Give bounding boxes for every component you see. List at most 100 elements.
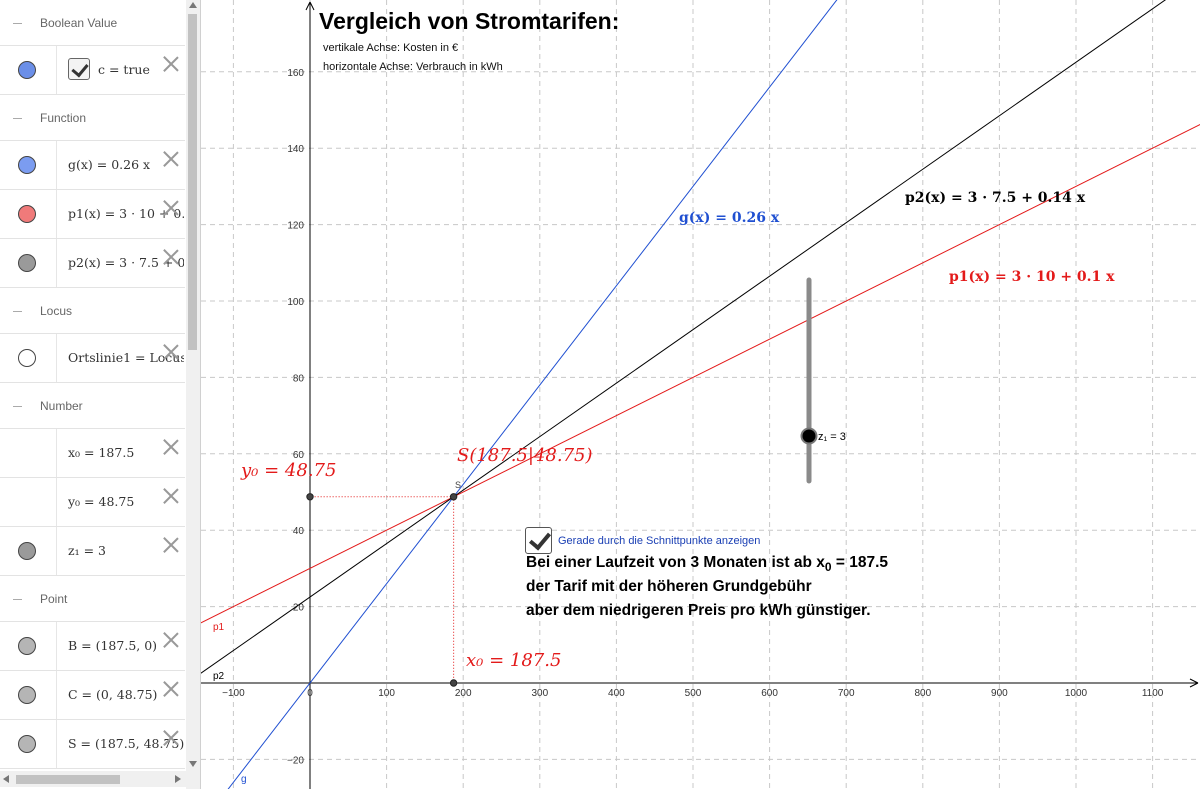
page-title: Vergleich von Stromtarifen:: [319, 8, 620, 34]
function-line-p1[interactable]: [194, 102, 1200, 627]
divider: [56, 141, 57, 189]
algebra-item[interactable]: Ortslinie1 = Locus(S, z₁): [0, 334, 185, 383]
x-tick-label: 700: [838, 688, 855, 699]
visibility-toggle-icon[interactable]: [18, 205, 36, 223]
point-B[interactable]: [449, 679, 458, 687]
delete-icon[interactable]: [162, 729, 180, 747]
category-title: Boolean Value: [40, 16, 118, 30]
delete-icon[interactable]: [162, 438, 180, 456]
algebra-item[interactable]: x₀ = 187.5: [0, 429, 185, 478]
delete-icon[interactable]: [162, 199, 180, 217]
algebra-expression[interactable]: B = (187.5, 0): [68, 638, 158, 653]
category-header[interactable]: Locus: [0, 288, 185, 334]
divider: [56, 46, 57, 94]
x-tick-label: 1100: [1142, 688, 1164, 699]
x-tick-label: 300: [531, 688, 548, 699]
function-line-p2[interactable]: [194, 0, 1200, 678]
collapse-icon[interactable]: [11, 112, 24, 125]
algebra-expression[interactable]: z₁ = 3: [68, 543, 106, 558]
category-header[interactable]: Number: [0, 383, 185, 429]
algebra-expression[interactable]: S = (187.5, 48.75): [68, 736, 184, 751]
algebra-item[interactable]: p1(x) = 3 · 10 + 0.1 x: [0, 190, 185, 239]
label-g-short: g: [241, 774, 247, 785]
boolean-checkbox[interactable]: [68, 58, 90, 80]
algebra-item[interactable]: p2(x) = 3 · 7.5 + 0.14 x: [0, 239, 185, 288]
divider: [56, 671, 57, 719]
x-tick-label: 1000: [1065, 688, 1088, 699]
function-line-g[interactable]: [201, 0, 1200, 794]
visibility-toggle-icon[interactable]: [18, 61, 36, 79]
category-header[interactable]: Function: [0, 95, 185, 141]
collapse-icon[interactable]: [11, 400, 24, 413]
x-tick-label: 500: [685, 688, 702, 699]
divider: [56, 622, 57, 670]
y-tick-label: −20: [287, 755, 304, 766]
y-tick-label: 140: [287, 144, 304, 155]
show-line-checkbox-label[interactable]: Gerade durch die Schnittpunkte anzeigen: [558, 535, 761, 547]
delete-icon[interactable]: [162, 631, 180, 649]
algebra-view: Boolean Value c = true Function g(x) = 0.26…: [0, 0, 201, 789]
label-S-short: S: [455, 480, 461, 490]
x-tick-label: 800: [914, 688, 931, 699]
scroll-down-icon[interactable]: [189, 761, 197, 767]
divider: [56, 429, 57, 477]
visibility-toggle-icon[interactable]: [18, 542, 36, 560]
visibility-toggle-icon[interactable]: [18, 686, 36, 704]
collapse-icon[interactable]: [11, 305, 24, 318]
collapse-icon[interactable]: [11, 593, 24, 606]
algebra-vertical-scrollbar[interactable]: [186, 0, 200, 789]
point-S[interactable]: [449, 493, 458, 501]
scroll-up-icon[interactable]: [189, 2, 197, 8]
algebra-expression[interactable]: g(x) = 0.26 x: [68, 157, 151, 172]
category-header[interactable]: Point: [0, 576, 185, 622]
visibility-toggle-icon[interactable]: [18, 349, 36, 367]
algebra-item[interactable]: y₀ = 48.75: [0, 478, 185, 527]
delete-icon[interactable]: [162, 55, 180, 73]
algebra-expression[interactable]: x₀ = 187.5: [68, 445, 135, 460]
scroll-left-icon[interactable]: [3, 775, 9, 783]
delete-icon[interactable]: [162, 248, 180, 266]
algebra-expression[interactable]: c = true: [98, 62, 150, 77]
algebra-item[interactable]: c = true: [0, 46, 185, 95]
algebra-item[interactable]: B = (187.5, 0): [0, 622, 185, 671]
delete-icon[interactable]: [162, 536, 180, 554]
visibility-toggle-icon[interactable]: [18, 637, 36, 655]
info-text-line-2: der Tarif mit der höheren Grundgebühr: [526, 578, 812, 595]
y-tick-label: 160: [287, 68, 304, 79]
delete-icon[interactable]: [162, 680, 180, 698]
delete-icon[interactable]: [162, 343, 180, 361]
algebra-item[interactable]: g(x) = 0.26 x: [0, 141, 185, 190]
visibility-toggle-icon[interactable]: [18, 735, 36, 753]
y-axis-arrow-icon: [305, 1, 315, 11]
visibility-toggle-icon[interactable]: [18, 254, 36, 272]
algebra-expression[interactable]: p1(x) = 3 · 10 + 0.1 x: [68, 206, 184, 221]
algebra-item[interactable]: S = (187.5, 48.75): [0, 720, 185, 769]
visibility-toggle-icon[interactable]: [18, 156, 36, 174]
show-line-checkbox[interactable]: [525, 527, 552, 554]
algebra-expression[interactable]: y₀ = 48.75: [68, 494, 135, 509]
divider: [56, 190, 57, 238]
y-tick-label: 120: [287, 221, 304, 232]
coordinate-plot[interactable]: −100 0 100 200 300 400 500 600 700 800 900 1000 1100…: [194, 0, 1200, 794]
algebra-item[interactable]: z₁ = 3: [0, 527, 185, 576]
scrollbar-thumb[interactable]: [188, 14, 197, 350]
algebra-expression[interactable]: Ortslinie1 = Locus(S, z₁): [68, 350, 184, 365]
scroll-right-icon[interactable]: [175, 775, 181, 783]
point-C[interactable]: [306, 493, 314, 501]
slider-handle[interactable]: [800, 427, 818, 445]
algebra-horizontal-scrollbar[interactable]: [0, 771, 186, 787]
algebra-item[interactable]: C = (0, 48.75): [0, 671, 185, 720]
category-header[interactable]: Boolean Value: [0, 0, 185, 46]
y-tick-label: 60: [293, 450, 305, 461]
y-tick-label: 100: [287, 297, 304, 308]
x-tick-label: 200: [455, 688, 472, 699]
scrollbar-thumb[interactable]: [16, 775, 120, 784]
delete-icon[interactable]: [162, 487, 180, 505]
delete-icon[interactable]: [162, 150, 180, 168]
graphics-view[interactable]: −100 0 100 200 300 400 500 600 700 800 900 1000 1100…: [194, 0, 1200, 794]
label-p1: p1(x) = 3 · 10 + 0.1 x: [949, 269, 1115, 285]
category-title: Number: [40, 399, 83, 413]
collapse-icon[interactable]: [11, 17, 24, 30]
algebra-expression[interactable]: p2(x) = 3 · 7.5 + 0.14 x: [68, 255, 184, 270]
algebra-expression[interactable]: C = (0, 48.75): [68, 687, 158, 702]
